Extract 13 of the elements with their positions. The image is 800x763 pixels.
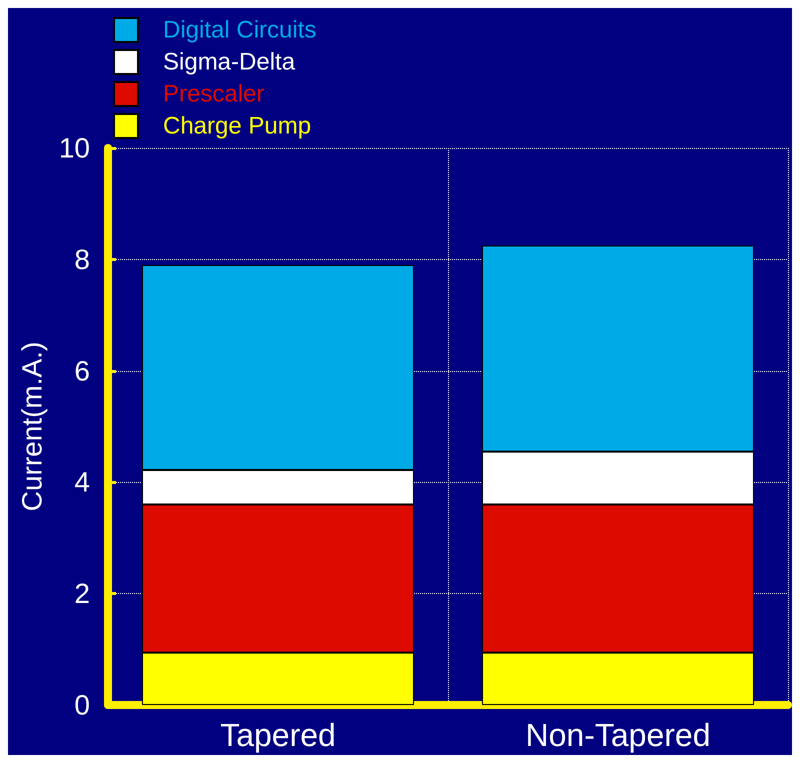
y-axis-title: Current(m.A.) — [16, 342, 48, 512]
y-tick-label: 4 — [74, 466, 90, 498]
legend-label: Digital Circuits — [163, 16, 316, 44]
legend-label: Charge Pump — [163, 112, 312, 140]
x-tick-label: Tapered — [220, 717, 336, 753]
y-tick-label: 0 — [74, 690, 90, 720]
y-tick-label: 8 — [74, 244, 90, 275]
legend-label: Prescaler — [163, 80, 264, 108]
x-tick-label: Non-Tapered — [526, 717, 710, 753]
legend-label: Sigma-Delta — [163, 48, 296, 76]
y-tick-label: 6 — [74, 355, 90, 386]
y-tick-label: 10 — [58, 132, 90, 164]
y-tick-label: 2 — [74, 578, 90, 610]
